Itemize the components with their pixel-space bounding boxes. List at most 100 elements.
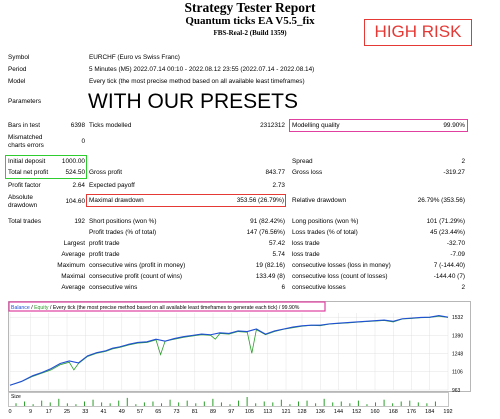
bars-value: 6398 (70, 122, 85, 129)
gross-profit-label: Gross profit (89, 169, 123, 176)
short-positions-value: 91 (82.42%) (250, 218, 285, 225)
x-tick-label: 0 (8, 409, 12, 415)
loss-trades-value: 45 (23.44%) (430, 229, 465, 236)
balance-chart-svg: Balance / Equity / Every tick (the most … (8, 301, 471, 407)
quality-value: 99.90% (443, 122, 465, 129)
average-consecutive-wins-label: consecutive wins (89, 284, 138, 291)
x-tick-label: 65 (155, 409, 162, 415)
spread-label: Spread (292, 158, 313, 165)
y-tick-label: 1390 (452, 333, 463, 339)
max-drawdown-label: Maximal drawdown (89, 197, 144, 204)
x-tick-label: 73 (173, 409, 180, 415)
maximal-consecutive-loss-value: -144.40 (7) (433, 273, 465, 280)
average-consecutive-wins-value: 6 (281, 284, 285, 291)
maximal-label: Maximal (61, 273, 85, 280)
x-axis-ticks: 0 9 17 25 33 41 49 57 65 73 81 89 97 105 113 121 128 136 1… (8, 409, 468, 418)
balance-chart: Balance / Equity / Every tick (the most … (8, 301, 474, 409)
mismatched-value: 0 (81, 138, 85, 145)
profit-factor-label: Profit factor (8, 182, 41, 189)
largest-loss-trade-value: -32.70 (446, 240, 465, 247)
initial-deposit-value: 1000.00 (61, 158, 85, 165)
x-tick-label: 49 (118, 409, 125, 415)
symbol-label: Symbol (8, 54, 30, 61)
average-loss-trade-value: -7.09 (450, 251, 465, 258)
x-tick-label: 121 (281, 409, 291, 415)
ticks-value: 2312312 (260, 122, 285, 129)
parameters-label: Parameters (8, 98, 42, 105)
ea-name: Quantum ticks EA V5.5_fix (185, 15, 315, 27)
largest-label: Largest (63, 240, 85, 247)
total-trades-value: 192 (74, 218, 85, 225)
net-profit-value: 524.50 (65, 169, 85, 176)
max-drawdown-highlight (86, 194, 286, 207)
presets-banner: WITH OUR PRESETS (88, 90, 299, 113)
x-tick-label: 176 (406, 409, 417, 415)
mismatched-label-2: charts errors (8, 142, 44, 149)
average-consecutive-label: Average (61, 284, 85, 291)
period-label: Period (8, 66, 27, 73)
x-tick-label: 41 (100, 409, 107, 415)
x-tick-label: 33 (82, 409, 89, 415)
x-tick-label: 113 (263, 409, 273, 415)
server-name: FBS-Real-2 (Build 1359) (213, 29, 287, 37)
y-tick-label: 1248 (452, 352, 463, 358)
x-tick-label: 89 (209, 409, 217, 415)
y-tick-label: 963 (452, 388, 461, 394)
gross-loss-value: -319.27 (443, 169, 465, 176)
profit-trades-label: Profit trades (% of total) (89, 229, 157, 236)
x-tick-label: 128 (297, 409, 307, 415)
loss-trades-label: Loss trades (% of total) (292, 229, 358, 236)
x-tick-label: 105 (244, 409, 255, 415)
max-drawdown-value: 353.56 (26.79%) (236, 197, 284, 204)
x-tick-label: 97 (228, 409, 235, 415)
short-positions-label: Short positions (won %) (89, 218, 157, 225)
absolute-drawdown-label: Absolute (8, 194, 33, 201)
quality-highlight (289, 119, 468, 132)
x-tick-label: 160 (370, 409, 380, 415)
x-tick-label: 184 (425, 409, 435, 415)
largest-profit-trade-label: profit trade (89, 240, 120, 247)
largest-loss-trade-label: loss trade (292, 240, 320, 247)
x-tick-label: 168 (388, 409, 398, 415)
high-risk-badge: HIGH RISK (364, 19, 472, 46)
period-value: 5 Minutes (M5) 2022.07.14 00:10 - 2022.0… (89, 66, 315, 73)
largest-profit-trade-value: 57.42 (269, 240, 285, 247)
total-trades-label: Total trades (8, 218, 42, 225)
profit-factor-value: 2.64 (72, 182, 85, 189)
absolute-drawdown-value: 104.60 (65, 198, 85, 205)
relative-drawdown-value: 26.79% (353.56) (417, 197, 465, 204)
ticks-label: Ticks modelled (89, 122, 132, 129)
maximum-label: Maximum (57, 262, 85, 269)
max-consecutive-losses-value: 7 (-144.40) (433, 262, 465, 269)
size-label: Size (11, 394, 21, 400)
chart-legend: Balance / Equity / Every tick (the most … (11, 305, 300, 311)
max-consecutive-wins-value: 19 (82.16) (255, 262, 285, 269)
maximal-consecutive-profit-value: 133.49 (8) (255, 273, 285, 280)
x-tick-label: 152 (352, 409, 362, 415)
average-profit-trade-value: 5.74 (272, 251, 285, 258)
gross-profit-value: 843.77 (265, 169, 285, 176)
gross-loss-label: Gross loss (292, 169, 323, 176)
relative-drawdown-label: Relative drawdown (292, 197, 346, 204)
symbol-value: EURCHF (Euro vs Swiss Franc) (89, 54, 180, 61)
maximal-consecutive-loss-label: consecutive loss (count of losses) (292, 273, 388, 280)
profit-trades-value: 147 (76.56%) (246, 229, 285, 236)
absolute-drawdown-label-2: drawdown (8, 202, 38, 209)
size-panel (8, 392, 449, 407)
spread-value: 2 (461, 158, 465, 165)
bars-label: Bars in test (8, 122, 40, 129)
average-profit-trade-label: profit trade (89, 251, 120, 258)
initial-deposit-label: Initial deposit (8, 158, 46, 165)
quality-label: Modelling quality (292, 122, 340, 129)
balance-line (9, 314, 449, 386)
legend-rest: / Every tick (the most precise method ba… (49, 305, 282, 311)
average-consecutive-losses-label: consecutive losses (292, 284, 346, 291)
legend-sep: / (30, 305, 34, 311)
x-tick-label: 144 (333, 409, 344, 415)
model-value: Every tick (the most precise method base… (89, 78, 305, 85)
average-loss-trade-label: loss trade (292, 251, 320, 258)
x-tick-label: 136 (315, 409, 325, 415)
y-tick-label: 1106 (452, 370, 463, 376)
report-title: Strategy Tester Report (184, 0, 316, 15)
legend-quality: 99.90% (282, 305, 300, 311)
